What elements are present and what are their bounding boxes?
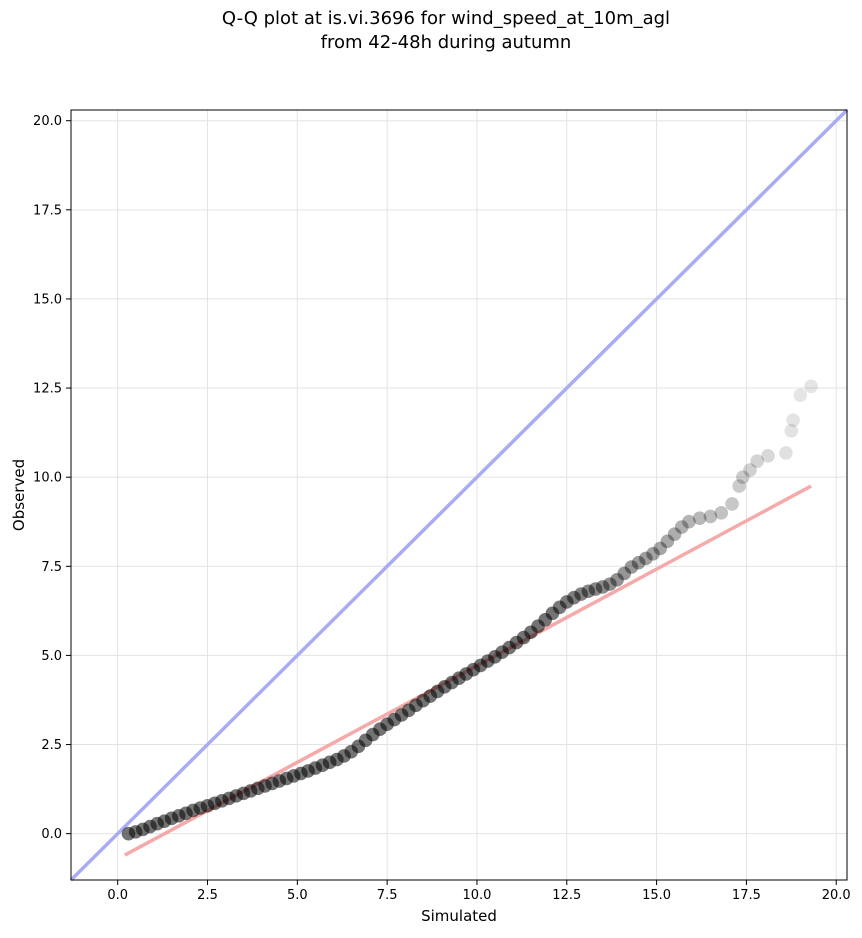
grid-layer	[71, 110, 847, 880]
x-tick-label: 17.5	[732, 888, 761, 903]
y-tick-label: 17.5	[33, 203, 62, 218]
data-point	[574, 587, 588, 601]
data-point	[682, 514, 696, 529]
x-tick-label: 7.5	[377, 888, 398, 903]
y-tick-label: 7.5	[41, 560, 62, 575]
data-point	[793, 388, 808, 402]
data-point	[779, 446, 793, 460]
y-tick-label: 20.0	[33, 114, 62, 129]
x-tick-label: 15.0	[642, 888, 671, 903]
data-point	[786, 413, 800, 427]
data-point	[653, 541, 667, 556]
data-point	[660, 534, 675, 549]
data-point	[743, 463, 757, 477]
data-point	[567, 590, 581, 605]
y-tick-label: 10.0	[33, 471, 62, 486]
data-point	[732, 479, 747, 493]
data-point	[784, 424, 799, 438]
x-tick-label: 10.0	[462, 888, 491, 903]
data-point	[667, 527, 682, 542]
data-point	[617, 566, 632, 581]
data-point	[736, 470, 750, 484]
data-point	[624, 560, 639, 574]
x-axis-label: Simulated	[421, 907, 497, 925]
plot-frame	[70, 109, 848, 881]
identity-line	[69, 108, 849, 882]
chart-title-line-1: Q-Q plot at is.vi.3696 for wind_speed_at…	[222, 8, 670, 29]
data-point	[761, 448, 775, 463]
data-point	[603, 577, 617, 591]
x-ticks-layer: 0.0 2.5 5.0 7.5 10.0 12.5 15.0 17.5 20.0	[107, 880, 851, 903]
points-layer	[121, 379, 818, 841]
y-tick-label: 15.0	[33, 292, 62, 307]
data-point	[725, 497, 739, 511]
y-tick-label: 5.0	[41, 649, 62, 664]
data-point	[631, 555, 646, 570]
data-point	[588, 582, 603, 596]
data-point	[639, 551, 653, 566]
y-tick-label: 0.0	[41, 827, 62, 842]
x-tick-label: 20.0	[822, 888, 851, 903]
y-axis-label: Observed	[10, 459, 28, 531]
x-tick-label: 2.5	[197, 888, 218, 903]
x-tick-label: 12.5	[552, 888, 581, 903]
x-tick-label: 5.0	[287, 888, 308, 903]
data-point	[692, 511, 707, 525]
data-point	[714, 506, 729, 520]
y-ticks-layer: 0.0 2.5 5.0 7.5 10.0 12.5 15.0 17.5 20.0	[33, 114, 71, 842]
data-point	[581, 584, 596, 599]
data-point	[804, 379, 818, 394]
data-point	[703, 509, 718, 524]
y-tick-label: 12.5	[33, 382, 62, 397]
identity-line-layer	[69, 108, 849, 882]
data-point	[610, 573, 624, 587]
chart-title-line-2: from 42-48h during autumn	[321, 32, 572, 53]
data-point	[750, 454, 764, 468]
data-point	[674, 520, 689, 534]
data-point	[646, 547, 660, 561]
data-point	[595, 580, 610, 594]
y-tick-label: 2.5	[41, 738, 62, 753]
x-tick-label: 0.0	[107, 888, 128, 903]
